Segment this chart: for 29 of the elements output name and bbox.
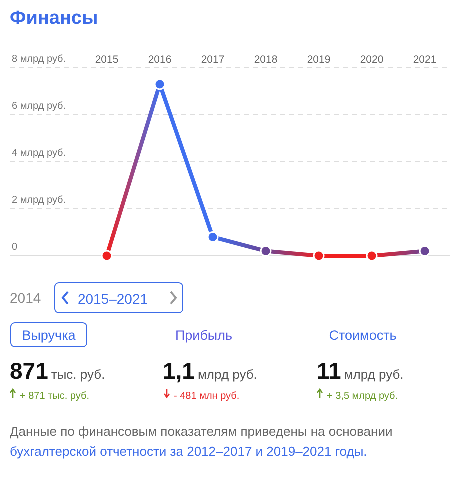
x-tick-label: 2020 [360,54,384,66]
text: Стоимость [329,328,397,343]
text: + 871 тыс. руб. [20,391,90,402]
x-tick-label: 2018 [254,54,278,66]
text: Данные по финансовым показателям приведены на основании [10,424,393,439]
text: Прибыль [175,328,233,343]
y-tick-label: 2 млрд руб. [12,195,66,206]
text: Выручка [22,328,76,343]
y-tick-label: 4 млрд руб. [12,148,66,159]
text: 1,1 [163,358,195,384]
text: 11 [317,358,342,384]
y-tick-label: 6 млрд руб. [12,101,66,112]
text: 2014 [10,290,42,306]
x-tick-label: 2019 [307,54,331,66]
x-tick-label: 2016 [148,54,172,66]
text: млрд руб. [198,367,258,382]
x-tick-label: 2015 [95,54,119,66]
text: тыс. руб. [51,367,106,382]
x-tick-label: 2017 [201,54,225,66]
text: + 3,5 млрд руб. [327,391,398,402]
text: 871 [10,358,48,384]
y-tick-label: 0 [12,242,18,253]
text: 2015–2021 [78,291,148,307]
text: млрд руб. [344,367,404,382]
chart-title: Финансы [10,8,98,29]
text: - 481 млн руб. [174,391,240,402]
y-tick-label: 8 млрд руб. [12,54,66,65]
x-tick-label: 2021 [413,54,437,66]
text: бухгалтерской отчетности за 2012–2017 и 2019–2021 годы. [10,444,368,459]
